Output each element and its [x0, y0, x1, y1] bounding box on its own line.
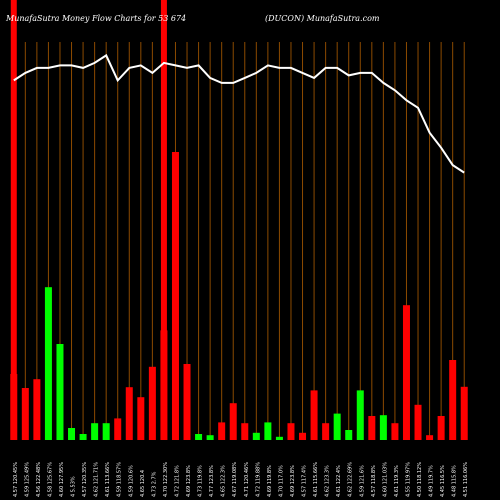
- price-line: [13, 53, 465, 174]
- flow-bar: [160, 330, 168, 440]
- x-tick-label: 4.59 125.49%: [24, 462, 30, 497]
- x-tick-label: 4.62 123.3%: [325, 465, 331, 497]
- flow-bar: [356, 390, 364, 440]
- flow-bar: [10, 374, 18, 440]
- x-tick-label: 4.72 121.8%: [174, 465, 180, 497]
- flow-bar: [195, 434, 203, 440]
- x-tick-label: 4.57 118.8%: [371, 465, 377, 497]
- x-tick-label: 4 5.53%: [71, 476, 77, 497]
- flow-bar: [79, 434, 87, 440]
- x-tick-label: 4.57 120.35%: [82, 462, 88, 497]
- x-tick-label: 4.48 115.8%: [452, 465, 458, 497]
- x-tick-label: 4.57 120.45%: [13, 462, 19, 497]
- flow-bar: [218, 422, 226, 440]
- x-tick-label: 4.59 121.6%: [359, 465, 365, 497]
- x-tick-label: 4.51 116.06%: [463, 462, 469, 497]
- x-tick-label: 4.61 119.3%: [394, 465, 400, 497]
- x-tick-label: 4.49 119.7%: [429, 465, 435, 497]
- flow-bar: [125, 387, 133, 440]
- x-tick-label: 4.55 119.97%: [405, 462, 411, 497]
- flow-bar: [414, 404, 422, 440]
- flow-bar: [368, 416, 376, 440]
- flow-bar: [102, 423, 110, 440]
- x-tick-label: 4.67 119.08%: [232, 462, 238, 497]
- x-tick-label: 4.65 120.4: [140, 470, 146, 497]
- x-tick-label: 4.45 116.5%: [440, 465, 446, 497]
- x-tick-label: 4.60 127.95%: [59, 462, 65, 497]
- flow-bar: [275, 436, 283, 440]
- flow-bar: [33, 379, 41, 440]
- x-tick-label: 4.72 119.88%: [255, 462, 261, 497]
- flow-bar: [460, 386, 468, 440]
- chart-title: MunafaSutra Money Flow Charts for 53 674: [6, 14, 187, 23]
- flow-bar: [449, 360, 457, 440]
- highlight-bar: [160, 0, 167, 440]
- flow-bar: [252, 432, 260, 440]
- x-tick-label: 4.59 120.6%: [128, 465, 134, 497]
- flow-bar: [287, 423, 295, 440]
- flow-bar: [148, 366, 156, 440]
- x-tick-label: 4.77 123.8%: [209, 465, 215, 497]
- x-tick-label: 4.70 122.30%: [163, 462, 169, 497]
- x-tick-label: 4.61 115.66%: [313, 462, 319, 497]
- x-tick-label: 4.69 119.8%: [267, 465, 273, 497]
- x-tick-label: 4.65 122.3%: [221, 465, 227, 497]
- flow-bar: [264, 422, 272, 440]
- flow-bar: [333, 413, 341, 440]
- flow-bar: [21, 388, 29, 440]
- x-tick-label: 4.50 118.12%: [417, 462, 423, 497]
- highlight-bar: [10, 0, 17, 440]
- flow-bar: [206, 435, 214, 440]
- flow-bar: [391, 423, 399, 440]
- x-tick-label: 4.73 2.7%: [151, 471, 157, 497]
- flow-bar: [310, 390, 318, 440]
- x-tick-label: 4.56 122.48%: [36, 462, 42, 497]
- flow-bar: [56, 344, 64, 440]
- flow-bar: [241, 423, 249, 440]
- chart-subtitle: (DUCON) MunafaSutra.com: [265, 14, 380, 23]
- x-tick-label: 4.60 121.03%: [382, 462, 388, 497]
- x-tick-label: 4.69 123.8%: [290, 465, 296, 497]
- x-tick-label: 4.69 123.8%: [186, 465, 192, 497]
- x-tick-label: 4.59 118.57%: [117, 462, 123, 497]
- x-tick-label: 4.61 113.66%: [105, 462, 111, 497]
- flow-bar: [437, 416, 445, 440]
- flow-bar: [68, 428, 76, 440]
- flow-bar: [299, 432, 307, 440]
- flow-bar: [91, 423, 99, 440]
- flow-bar: [402, 305, 410, 440]
- x-tick-label: 4.57 117.4%: [302, 465, 308, 497]
- flow-bar: [171, 152, 179, 440]
- x-tick-label: 4.71 120.46%: [244, 462, 250, 497]
- flow-bar: [426, 435, 434, 440]
- flow-bar: [114, 418, 122, 440]
- x-tick-label: 4.61 122.4%: [336, 465, 342, 497]
- x-tick-label: 4.58 125.67%: [47, 462, 53, 497]
- flow-bar: [379, 415, 387, 440]
- x-tick-label: 4.62 121.71%: [94, 462, 100, 497]
- flow-bar: [345, 430, 353, 440]
- flow-bar: [183, 364, 191, 440]
- flow-bar: [137, 397, 145, 440]
- flow-bar: [44, 287, 52, 440]
- x-tick-label: 4.70 117.0%: [278, 465, 284, 497]
- x-tick-label: 4.73 119.8%: [198, 465, 204, 497]
- flow-bar: [229, 403, 237, 440]
- x-tick-label: 4.62 122.69%: [348, 462, 354, 497]
- flow-bar: [322, 423, 330, 440]
